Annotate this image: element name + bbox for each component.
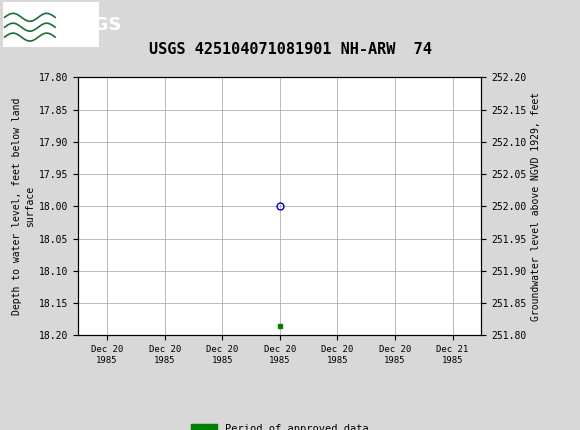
Y-axis label: Depth to water level, feet below land
surface: Depth to water level, feet below land su… <box>12 98 35 315</box>
Bar <box>3 3 99 47</box>
Y-axis label: Groundwater level above NGVD 1929, feet: Groundwater level above NGVD 1929, feet <box>531 92 541 321</box>
Text: USGS: USGS <box>67 16 122 34</box>
Text: USGS 425104071081901 NH-ARW  74: USGS 425104071081901 NH-ARW 74 <box>148 42 432 57</box>
Legend: Period of approved data: Period of approved data <box>187 420 373 430</box>
